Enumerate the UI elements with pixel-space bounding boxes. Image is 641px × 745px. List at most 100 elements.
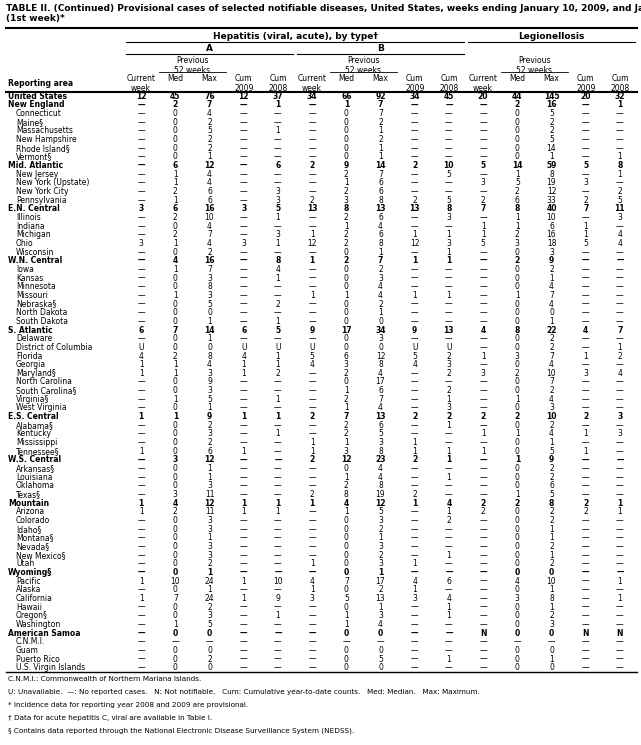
Text: —: —	[582, 291, 590, 300]
Text: —: —	[137, 291, 145, 300]
Text: 17: 17	[341, 326, 352, 335]
Text: —: —	[445, 222, 453, 231]
Text: —: —	[616, 308, 624, 317]
Text: 1: 1	[276, 395, 280, 404]
Text: —: —	[240, 317, 247, 326]
Text: 1: 1	[276, 273, 280, 282]
Text: —: —	[582, 109, 590, 118]
Text: —: —	[616, 611, 624, 621]
Text: —: —	[445, 542, 453, 551]
Text: 0: 0	[344, 273, 349, 282]
Text: 0: 0	[515, 421, 520, 430]
Text: 2: 2	[173, 230, 178, 239]
Text: —: —	[616, 404, 624, 413]
Text: —: —	[445, 663, 453, 672]
Text: —: —	[582, 273, 590, 282]
Text: 1: 1	[344, 178, 349, 188]
Text: —: —	[616, 360, 624, 370]
Text: 1: 1	[481, 230, 485, 239]
Text: 1: 1	[617, 507, 622, 516]
Text: —: —	[479, 533, 487, 542]
Text: 2: 2	[583, 196, 588, 205]
Text: —: —	[616, 291, 624, 300]
Text: 1: 1	[138, 447, 144, 456]
Text: South Carolina§: South Carolina§	[16, 386, 76, 395]
Text: —: —	[411, 473, 419, 482]
Text: —: —	[240, 378, 247, 387]
Text: —: —	[479, 187, 487, 196]
Text: 6: 6	[378, 213, 383, 222]
Text: Cum
2008: Cum 2008	[269, 74, 288, 93]
Text: —: —	[308, 481, 316, 490]
Text: 23: 23	[375, 455, 386, 464]
Text: 1: 1	[378, 603, 383, 612]
Text: 3: 3	[617, 412, 622, 421]
Text: 0: 0	[515, 516, 520, 525]
Text: —: —	[582, 299, 590, 308]
Text: —: —	[616, 542, 624, 551]
Text: 1: 1	[447, 421, 451, 430]
Text: —: —	[445, 378, 453, 387]
Text: 1: 1	[412, 586, 417, 595]
Text: 1: 1	[207, 533, 212, 542]
Text: —: —	[274, 586, 281, 595]
Text: Iowa: Iowa	[16, 265, 34, 274]
Text: —: —	[137, 516, 145, 525]
Text: —: —	[137, 524, 145, 533]
Text: 4: 4	[378, 282, 383, 291]
Text: —: —	[240, 299, 247, 308]
Text: Delaware: Delaware	[16, 335, 53, 343]
Text: —: —	[274, 663, 281, 672]
Text: 8: 8	[344, 490, 349, 499]
Text: 1: 1	[447, 551, 451, 559]
Text: —: —	[616, 299, 624, 308]
Text: —: —	[411, 629, 419, 638]
Text: —: —	[137, 464, 145, 473]
Text: 5: 5	[549, 135, 554, 144]
Text: 0: 0	[344, 265, 349, 274]
Text: 1: 1	[138, 412, 144, 421]
Text: 5: 5	[583, 239, 588, 248]
Text: 3: 3	[207, 524, 212, 533]
Text: N: N	[583, 629, 589, 638]
Text: 0: 0	[515, 629, 520, 638]
Text: 7: 7	[207, 230, 212, 239]
Text: 17: 17	[376, 577, 385, 586]
Text: —: —	[445, 178, 453, 188]
Text: 5: 5	[515, 178, 520, 188]
Text: 1: 1	[310, 559, 315, 568]
Text: 0: 0	[515, 378, 520, 387]
Text: —: —	[582, 603, 590, 612]
Text: 1: 1	[447, 603, 451, 612]
Text: 1: 1	[173, 170, 178, 179]
Text: 1: 1	[549, 317, 554, 326]
Text: 9: 9	[412, 326, 417, 335]
Text: 2: 2	[617, 187, 622, 196]
Text: —: —	[308, 135, 316, 144]
Text: —: —	[137, 196, 145, 205]
Text: —: —	[240, 481, 247, 490]
Text: —: —	[240, 291, 247, 300]
Text: 4: 4	[515, 577, 520, 586]
Text: Illinois: Illinois	[16, 213, 41, 222]
Text: —: —	[172, 637, 179, 646]
Text: 0: 0	[344, 586, 349, 595]
Text: 5: 5	[207, 620, 212, 629]
Text: 6: 6	[138, 326, 144, 335]
Text: 0: 0	[344, 343, 349, 352]
Text: —: —	[479, 464, 487, 473]
Text: 66: 66	[341, 92, 351, 101]
Text: Rhode Island§: Rhode Island§	[16, 144, 70, 153]
Text: 0: 0	[173, 386, 178, 395]
Text: 1: 1	[138, 369, 144, 378]
Text: 7: 7	[207, 101, 212, 110]
Text: Previous
52 weeks: Previous 52 weeks	[345, 56, 381, 75]
Text: 2: 2	[344, 395, 349, 404]
Text: New York City: New York City	[16, 187, 69, 196]
Text: 5: 5	[481, 161, 486, 170]
Text: —: —	[582, 490, 590, 499]
Text: 6: 6	[172, 161, 178, 170]
Text: 4: 4	[310, 577, 315, 586]
Text: 16: 16	[204, 256, 215, 265]
Text: 0: 0	[515, 507, 520, 516]
